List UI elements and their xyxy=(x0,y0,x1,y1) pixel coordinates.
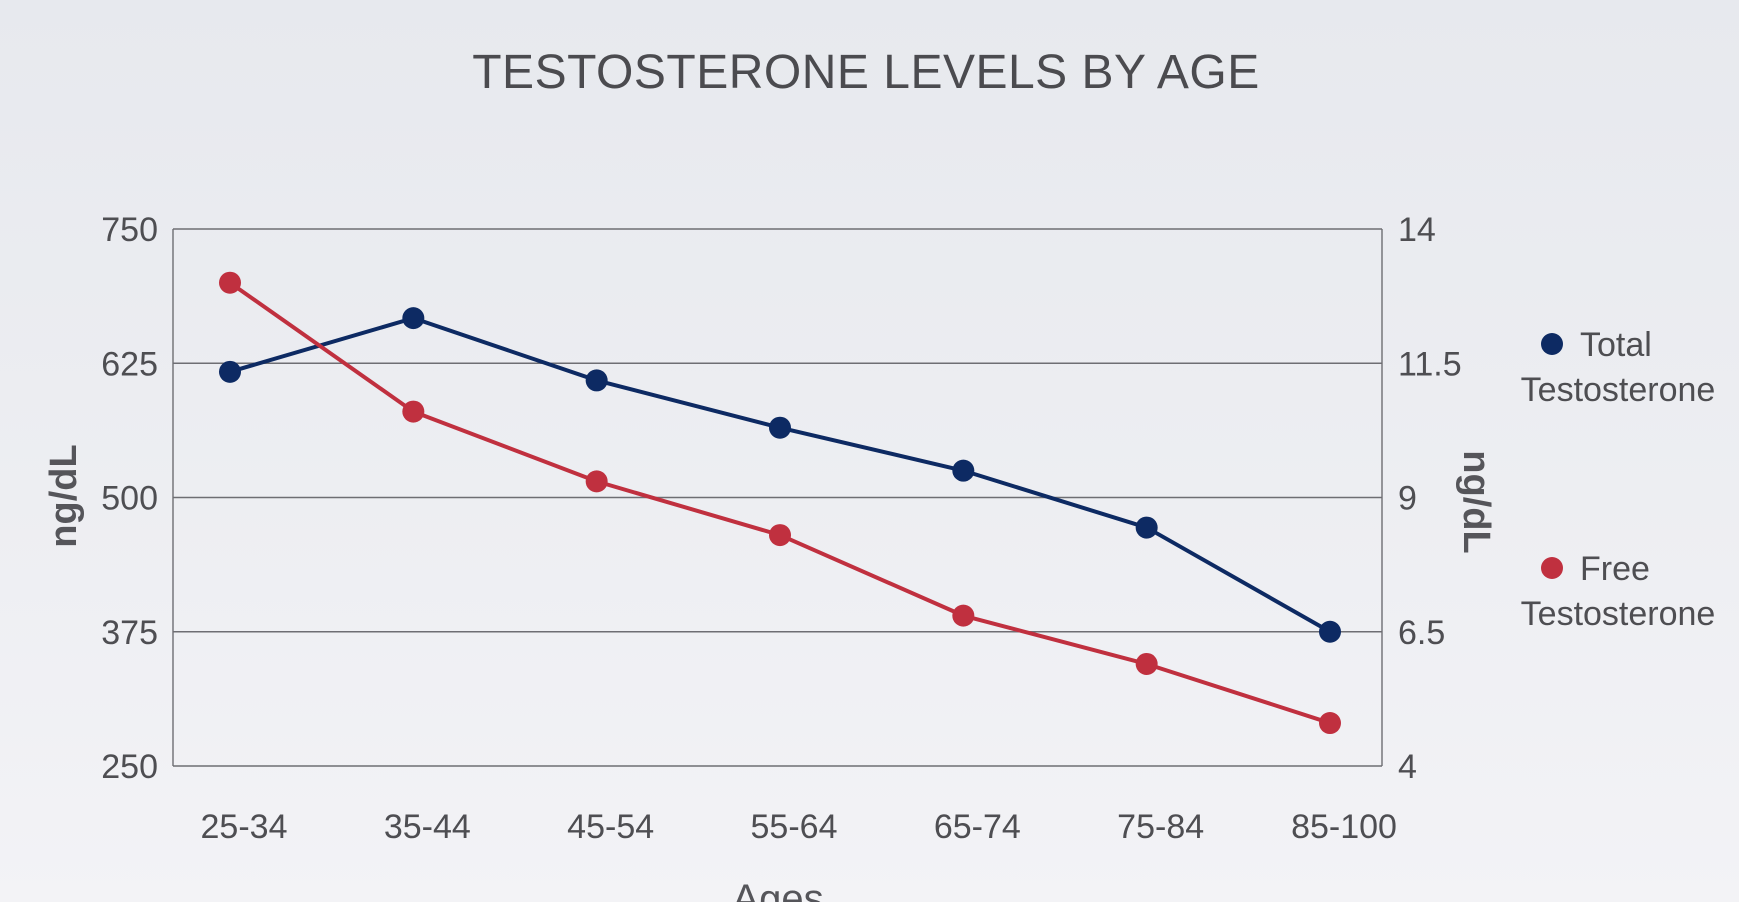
data-point xyxy=(402,400,425,423)
left-axis: 250 375 500 625 750 xyxy=(101,211,158,786)
right-tick-label: 9 xyxy=(1398,480,1417,518)
data-point xyxy=(769,524,791,547)
legend-label: Testosterone xyxy=(1521,371,1716,409)
series-1 xyxy=(219,307,1341,643)
chart-title: TESTOSTERONE LEVELS BY AGE xyxy=(472,46,1260,99)
left-tick-label: 375 xyxy=(101,614,158,652)
left-tick-label: 625 xyxy=(101,345,158,383)
data-point xyxy=(1319,620,1341,643)
x-tick-label: 75-84 xyxy=(1117,808,1204,846)
right-tick-label: 11.5 xyxy=(1398,345,1462,383)
legend-label: Total xyxy=(1580,326,1652,364)
data-point xyxy=(402,307,425,330)
data-point xyxy=(219,360,241,383)
legend-label: Free xyxy=(1580,550,1650,588)
data-point xyxy=(1135,516,1158,539)
data-point xyxy=(219,271,241,294)
x-tick-label: 55-64 xyxy=(751,808,838,846)
legend-marker xyxy=(1541,557,1563,579)
right-tick-label: 4 xyxy=(1398,748,1417,786)
series-2 xyxy=(219,271,1341,735)
x-tick-label: 25-34 xyxy=(201,808,288,846)
x-axis-title: Ages xyxy=(732,877,823,902)
series-line xyxy=(229,316,1331,634)
left-tick-label: 500 xyxy=(101,480,158,518)
x-axis: 25-34 35-44 45-54 55-64 65-74 75-84 85-100 xyxy=(201,808,1397,846)
x-tick-label: 65-74 xyxy=(934,808,1021,846)
data-point xyxy=(585,470,608,493)
series-layer xyxy=(219,271,1341,735)
x-tick-label: 85-100 xyxy=(1291,808,1397,846)
data-point xyxy=(1319,712,1341,735)
x-tick-label: 45-54 xyxy=(567,808,654,846)
legend-label: Testosterone xyxy=(1521,595,1716,633)
legend: Total Testosterone Free Testosterone xyxy=(1521,326,1716,633)
right-tick-label: 6.5 xyxy=(1398,614,1445,652)
data-point xyxy=(952,459,975,482)
right-tick-label: 14 xyxy=(1398,211,1436,249)
series-line xyxy=(228,281,1331,725)
data-point xyxy=(585,369,608,392)
legend-marker xyxy=(1541,333,1563,355)
grid xyxy=(172,228,1383,767)
right-axis-title: ng/dL xyxy=(1455,450,1497,553)
x-tick-label: 35-44 xyxy=(384,808,471,846)
left-tick-label: 750 xyxy=(101,211,158,249)
left-tick-label: 250 xyxy=(101,748,158,786)
data-point xyxy=(1135,652,1158,675)
left-axis-title: ng/dL xyxy=(43,444,85,547)
data-point xyxy=(952,604,975,627)
right-axis: 4 6.5 9 11.5 14 xyxy=(1398,211,1462,786)
data-point xyxy=(769,416,791,439)
